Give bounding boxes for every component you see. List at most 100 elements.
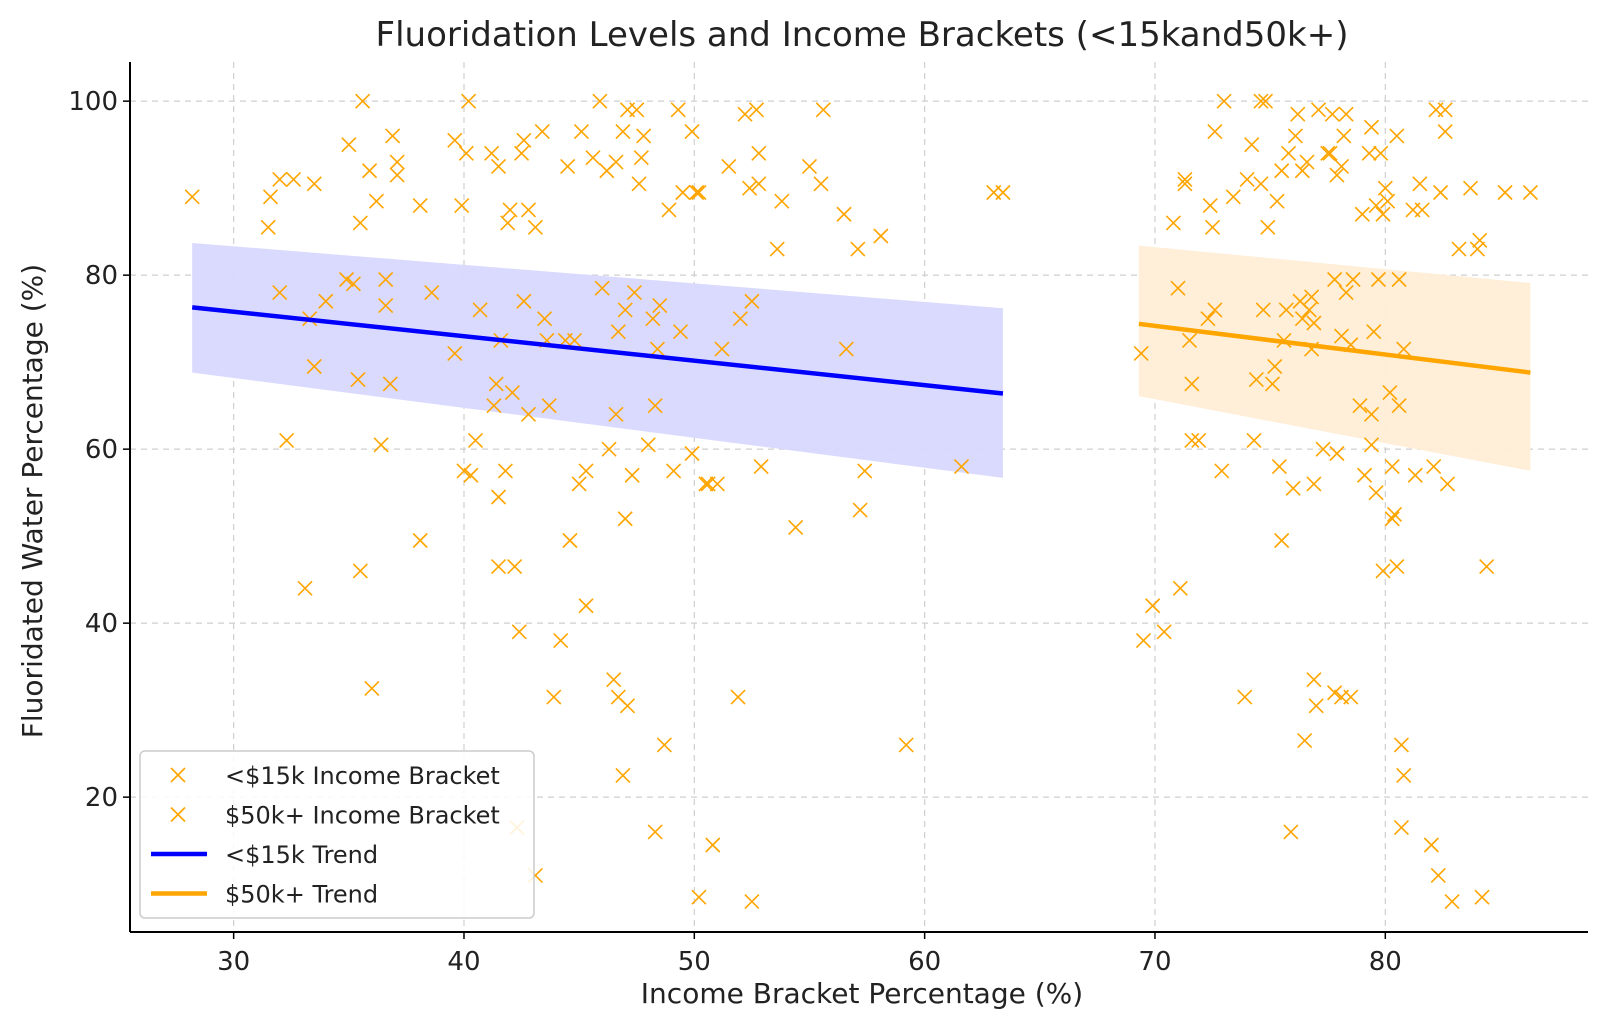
data-point xyxy=(608,154,624,170)
data-point xyxy=(737,106,753,122)
data-point xyxy=(1297,733,1313,749)
data-point xyxy=(368,193,385,209)
y-tick-label: 100 xyxy=(68,87,118,117)
data-point xyxy=(389,154,405,170)
data-point xyxy=(1269,193,1285,209)
data-point xyxy=(345,276,361,292)
data-point xyxy=(560,158,576,174)
data-point xyxy=(1246,432,1262,449)
data-point xyxy=(633,150,649,166)
data-points xyxy=(184,93,1538,910)
data-point xyxy=(1184,376,1200,392)
data-point xyxy=(1407,467,1423,483)
data-point xyxy=(684,445,700,462)
data-point xyxy=(502,202,518,218)
legend-label: <$15k Income Bracket xyxy=(225,762,500,790)
data-point xyxy=(1177,176,1193,192)
data-point xyxy=(1338,106,1354,122)
trend-lines xyxy=(191,305,1531,396)
data-point xyxy=(995,184,1011,201)
data-point xyxy=(730,689,746,705)
data-point xyxy=(801,158,818,174)
data-point xyxy=(382,376,398,392)
data-point xyxy=(1375,563,1391,579)
data-point xyxy=(1363,119,1380,135)
data-point xyxy=(361,163,378,179)
data-point xyxy=(297,580,313,596)
data-point xyxy=(748,102,765,118)
data-point xyxy=(751,176,767,192)
legend: <$15k Income Bracket $50k+ Income Bracket… xyxy=(139,750,535,919)
data-point xyxy=(1260,219,1276,235)
data-point xyxy=(1306,672,1322,688)
data-point xyxy=(1145,598,1161,614)
data-point xyxy=(1172,580,1188,596)
data-point xyxy=(1462,180,1479,196)
data-point xyxy=(1338,284,1354,301)
data-point xyxy=(490,489,507,505)
data-point xyxy=(520,202,537,218)
data-point xyxy=(1373,145,1389,161)
data-point xyxy=(788,519,804,536)
data-point xyxy=(1423,837,1439,853)
data-point xyxy=(412,532,428,549)
data-point xyxy=(1522,184,1538,201)
data-point xyxy=(751,145,767,161)
data-point xyxy=(1308,698,1324,714)
data-point xyxy=(184,189,200,205)
data-point xyxy=(1281,145,1297,161)
data-point xyxy=(594,280,610,296)
data-point xyxy=(1361,145,1377,161)
data-point xyxy=(272,284,288,301)
data-point xyxy=(721,158,737,174)
data-point xyxy=(1345,271,1361,288)
data-point xyxy=(260,219,276,235)
data-point xyxy=(898,737,914,753)
legend-marker xyxy=(170,806,186,823)
data-point xyxy=(486,398,502,414)
data-point xyxy=(1244,137,1260,153)
data-point xyxy=(1253,176,1269,192)
data-point xyxy=(467,432,484,449)
data-point xyxy=(753,458,769,475)
data-point xyxy=(578,463,594,479)
data-point xyxy=(953,458,970,475)
data-point xyxy=(1444,893,1460,910)
data-point xyxy=(732,311,748,327)
data-point xyxy=(285,171,302,188)
data-point xyxy=(1333,158,1350,174)
data-point xyxy=(1184,432,1200,449)
legend-label: $50k+ Trend xyxy=(225,881,378,909)
data-point xyxy=(447,345,463,362)
data-point xyxy=(1207,302,1223,318)
data-point xyxy=(1267,358,1283,375)
data-point xyxy=(389,167,405,183)
data-point xyxy=(1391,271,1407,288)
tick-labels: 30 40 50 60 70 80 20 40 60 80 100 xyxy=(68,87,1401,977)
confidence-band xyxy=(1138,245,1531,471)
data-point xyxy=(1352,398,1368,414)
data-point xyxy=(1380,193,1396,209)
data-point xyxy=(852,502,868,518)
data-point xyxy=(378,271,394,288)
data-point xyxy=(553,632,569,649)
data-point xyxy=(656,737,672,753)
data-point xyxy=(636,128,652,144)
data-point xyxy=(675,184,691,201)
data-point xyxy=(1343,689,1359,705)
data-point xyxy=(744,293,760,309)
data-point xyxy=(1181,332,1198,348)
data-point xyxy=(857,463,873,479)
legend-marker xyxy=(170,767,186,783)
data-point xyxy=(647,824,663,840)
data-point xyxy=(1366,324,1382,340)
data-point xyxy=(1214,463,1230,479)
data-point xyxy=(566,332,583,348)
data-point xyxy=(355,93,371,109)
data-point xyxy=(373,437,389,453)
legend-label: $50k+ Income Bracket xyxy=(225,802,500,830)
data-point xyxy=(488,376,504,392)
data-point xyxy=(571,476,587,492)
legend-box xyxy=(139,750,535,919)
data-point xyxy=(608,406,624,422)
